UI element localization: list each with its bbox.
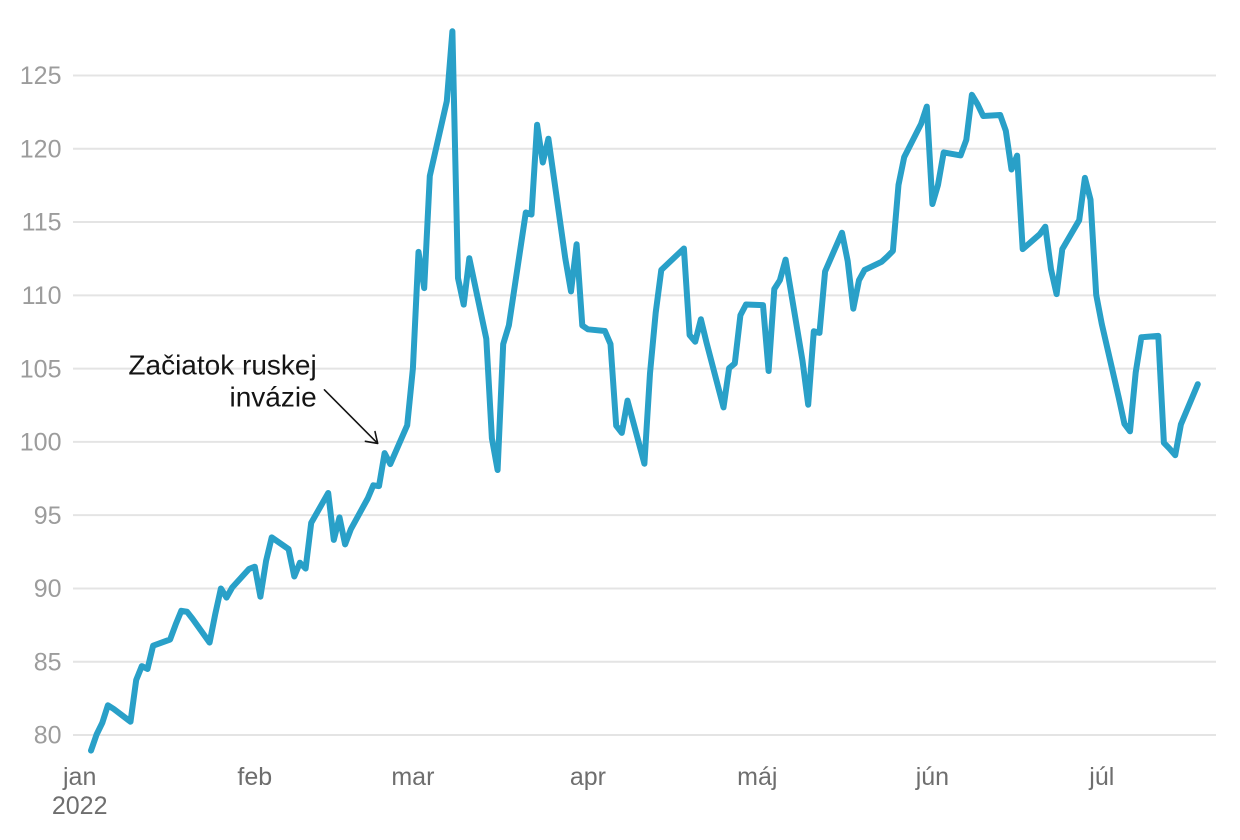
svg-text:120: 120	[20, 136, 62, 164]
svg-text:2022: 2022	[52, 792, 108, 820]
svg-text:105: 105	[20, 355, 62, 383]
svg-text:mar: mar	[391, 763, 434, 791]
svg-text:115: 115	[22, 209, 62, 237]
svg-text:80: 80	[34, 722, 62, 750]
svg-text:110: 110	[22, 282, 62, 310]
svg-text:apr: apr	[570, 763, 606, 791]
svg-text:jún: jún	[915, 763, 949, 791]
svg-text:júl: júl	[1088, 763, 1114, 791]
svg-text:feb: feb	[237, 763, 272, 791]
svg-text:Začiatok ruskej: Začiatok ruskej	[128, 350, 316, 381]
svg-text:95: 95	[34, 502, 62, 530]
svg-text:jan: jan	[62, 763, 96, 791]
svg-text:90: 90	[34, 575, 62, 603]
svg-text:125: 125	[20, 62, 62, 90]
svg-text:máj: máj	[737, 763, 777, 791]
svg-text:85: 85	[34, 648, 62, 676]
svg-text:100: 100	[20, 429, 62, 457]
svg-text:invázie: invázie	[230, 381, 317, 412]
